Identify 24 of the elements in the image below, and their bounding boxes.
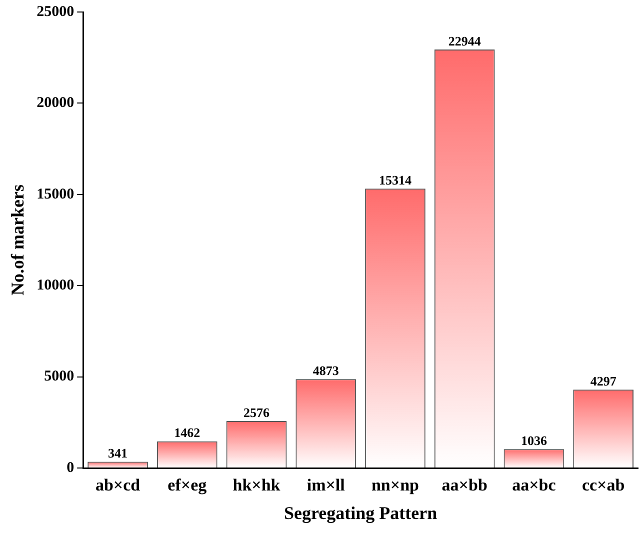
data-label: 15314 [378,172,412,188]
data-label: 22944 [448,33,482,48]
y-axis-title: No.of markers [7,184,28,296]
y-tick-label: 25000 [36,4,74,20]
data-label: 1462 [174,425,200,440]
x-tick-label: aa×bb [442,476,488,495]
y-tick-label: 15000 [36,186,74,202]
x-tick-label: nn×np [371,476,419,495]
x-tick-label: cc×ab [582,476,625,495]
data-label: 341 [108,446,128,461]
y-tick-label: 0 [66,460,74,476]
x-tick-label: hk×hk [232,476,281,495]
x-tick-label: aa×bc [512,476,556,495]
y-tick-label: 10000 [36,277,74,294]
x-tick-label: ab×cd [95,476,141,495]
data-label: 4297 [590,373,617,388]
x-tick-label: ef×eg [168,476,208,495]
y-tick-label: 5000 [44,368,74,385]
data-label: 1036 [520,432,548,448]
data-label: 4873 [312,362,340,378]
data-label: 2576 [244,404,270,420]
x-axis-title: Segregating Pattern [284,502,438,523]
x-tick-label: im×ll [306,476,346,495]
y-tick-label: 20000 [36,95,74,112]
